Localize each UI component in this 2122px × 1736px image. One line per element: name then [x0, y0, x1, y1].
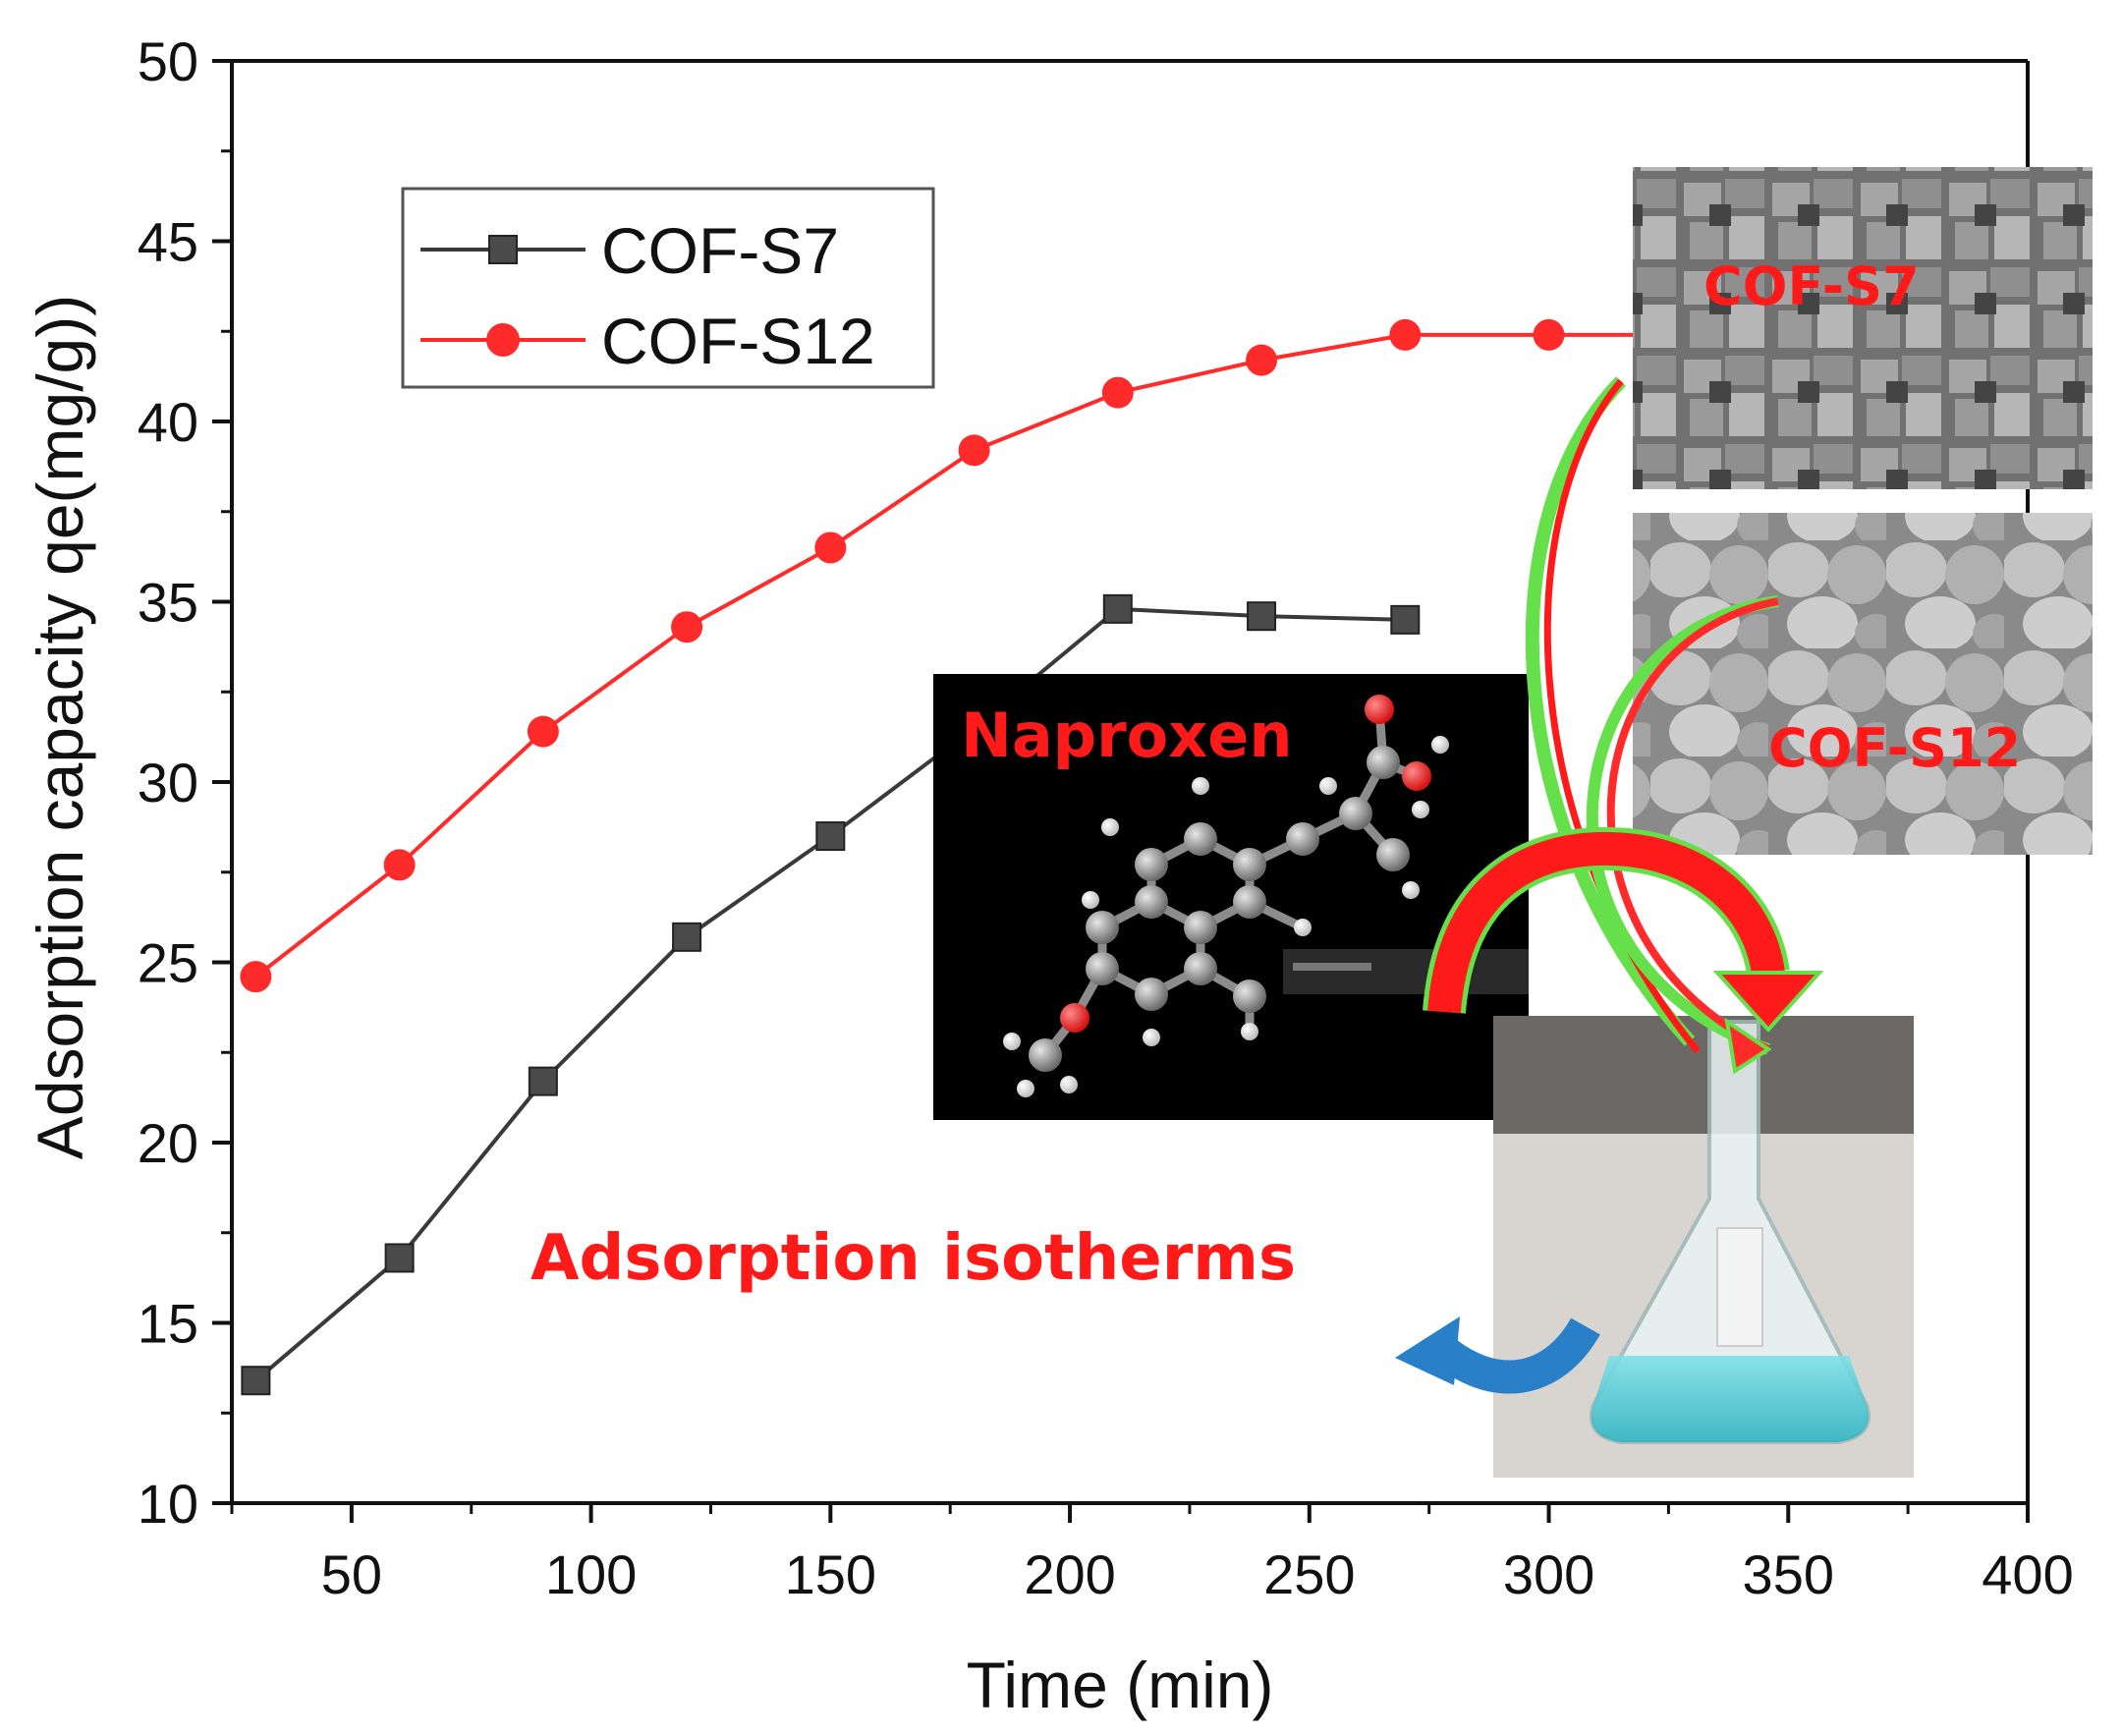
data-point-cof-s7	[241, 1366, 271, 1396]
legend-label-cof-s12: COF-S12	[601, 305, 875, 377]
data-point-cof-s12	[383, 849, 416, 881]
data-point-cof-s12	[814, 532, 847, 564]
data-point-cof-s12	[1533, 318, 1565, 351]
x-tick-label: 200	[1024, 1543, 1115, 1605]
y-tick-label: 20	[138, 1112, 198, 1174]
sem-label-cof-s7: COF-S7	[1703, 255, 1920, 317]
data-point-cof-s7	[815, 821, 846, 852]
y-tick-label: 30	[138, 752, 198, 813]
arrow-head-red	[1712, 971, 1824, 1033]
x-tick-label: 100	[545, 1543, 637, 1605]
legend: COF-S7 COF-S12	[401, 187, 935, 389]
watermark-strip	[1283, 949, 1529, 994]
data-point-cof-s7	[384, 1243, 415, 1273]
adsorption-isotherms-label: Adsorption isotherms	[530, 1222, 1296, 1295]
data-point-cof-s12	[1246, 344, 1278, 376]
data-point-cof-s12	[240, 961, 272, 993]
data-point-cof-s7	[1102, 593, 1133, 624]
arrow-head-blue	[1395, 1316, 1460, 1385]
legend-label-cof-s7: COF-S7	[601, 214, 839, 287]
y-axis-title: Adsorption capacity qe(mg/g))	[24, 295, 96, 1159]
axis-ticks: 50 100 150 200 250 300 350 400 10 15 20 25 30 35 40 45 5…	[138, 30, 2074, 1605]
data-point-cof-s12	[1389, 318, 1422, 351]
data-point-cof-s12	[1101, 376, 1134, 409]
legend-marker-cof-s7	[488, 235, 518, 264]
legend-box	[401, 187, 935, 389]
y-tick-label: 15	[138, 1293, 198, 1355]
sem-image-cof-s7: COF-S7	[1633, 167, 2093, 489]
y-tick-label: 50	[138, 30, 198, 92]
x-tick-label: 250	[1263, 1543, 1355, 1605]
flask-photo	[1493, 1016, 1914, 1478]
x-tick-label: 350	[1743, 1543, 1834, 1605]
x-tick-label: 50	[321, 1543, 382, 1605]
y-tick-label: 35	[138, 572, 198, 634]
x-tick-label: 300	[1503, 1543, 1594, 1605]
molecule-atoms	[1003, 695, 1449, 1097]
data-point-cof-s7	[1247, 601, 1277, 632]
naproxen-molecule-panel: Naproxen	[933, 674, 1529, 1120]
process-arrows	[1395, 376, 1824, 1394]
series-layer	[240, 318, 1708, 1396]
data-point-cof-s12	[958, 434, 990, 467]
watermark-logo	[1293, 963, 1371, 971]
naproxen-label: Naproxen	[961, 700, 1292, 771]
y-tick-label: 40	[138, 391, 198, 453]
x-axis-title: Time (min)	[967, 1649, 1274, 1721]
y-tick-label: 45	[138, 211, 198, 273]
data-point-cof-s12	[527, 715, 559, 748]
data-point-cof-s7	[672, 922, 702, 952]
data-point-cof-s7	[1390, 604, 1421, 635]
sem-image-cof-s12: COF-S12	[1633, 513, 2093, 855]
data-point-cof-s12	[671, 611, 703, 644]
sem-label-cof-s12: COF-S12	[1768, 717, 2021, 779]
data-point-cof-s7	[528, 1066, 558, 1096]
x-tick-label: 400	[1982, 1543, 2073, 1605]
y-tick-label: 10	[138, 1473, 198, 1535]
x-tick-label: 150	[785, 1543, 876, 1605]
legend-marker-cof-s12	[486, 323, 520, 357]
y-tick-label: 25	[138, 932, 198, 994]
